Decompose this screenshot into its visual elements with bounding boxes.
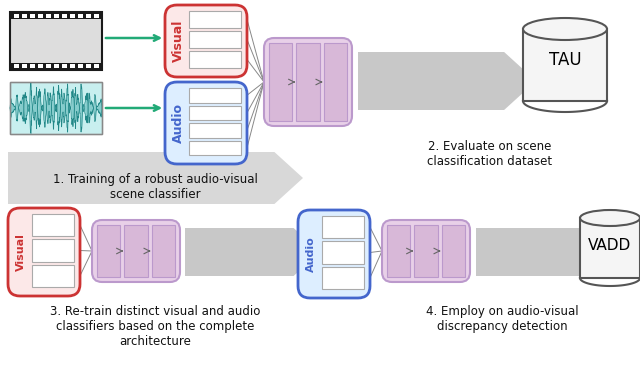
Bar: [77, 64, 83, 68]
Bar: [296, 43, 319, 121]
Bar: [54, 14, 58, 18]
Text: TAU: TAU: [548, 51, 581, 69]
FancyBboxPatch shape: [92, 220, 180, 282]
Bar: [324, 43, 347, 121]
Bar: [189, 88, 241, 103]
Bar: [29, 64, 35, 68]
Bar: [32, 239, 74, 262]
Bar: [93, 64, 99, 68]
FancyBboxPatch shape: [264, 38, 352, 126]
Bar: [22, 64, 26, 68]
Polygon shape: [476, 228, 624, 276]
Bar: [45, 14, 51, 18]
Bar: [523, 29, 607, 101]
Polygon shape: [185, 228, 320, 276]
Bar: [10, 12, 102, 70]
Bar: [189, 106, 241, 120]
Bar: [152, 225, 175, 277]
Bar: [189, 31, 241, 48]
Text: Visual: Visual: [16, 233, 26, 271]
Bar: [38, 64, 42, 68]
Text: 1. Training of a robust audio-visual
scene classifier: 1. Training of a robust audio-visual sce…: [52, 173, 257, 201]
Bar: [93, 14, 99, 18]
Bar: [70, 64, 74, 68]
Bar: [322, 216, 364, 238]
Bar: [29, 14, 35, 18]
Text: 4. Employ on audio-visual
discrepancy detection: 4. Employ on audio-visual discrepancy de…: [426, 305, 579, 333]
FancyBboxPatch shape: [165, 5, 247, 77]
Bar: [45, 64, 51, 68]
Bar: [442, 225, 465, 277]
Bar: [70, 14, 74, 18]
Bar: [269, 43, 292, 121]
Bar: [32, 264, 74, 287]
Bar: [387, 225, 410, 277]
Polygon shape: [358, 52, 536, 110]
Bar: [13, 64, 19, 68]
Bar: [124, 225, 148, 277]
Bar: [86, 14, 90, 18]
FancyBboxPatch shape: [382, 220, 470, 282]
Bar: [10, 82, 102, 134]
Text: Audio: Audio: [306, 236, 316, 272]
Text: 3. Re-train distinct visual and audio
classifiers based on the complete
architec: 3. Re-train distinct visual and audio cl…: [50, 305, 260, 348]
Bar: [580, 218, 640, 278]
Text: Audio: Audio: [172, 103, 184, 143]
FancyBboxPatch shape: [298, 210, 370, 298]
Bar: [54, 64, 58, 68]
Polygon shape: [8, 152, 303, 204]
Bar: [97, 225, 120, 277]
Ellipse shape: [580, 210, 640, 226]
Bar: [189, 141, 241, 155]
Bar: [22, 14, 26, 18]
Bar: [322, 267, 364, 289]
Bar: [10, 82, 102, 134]
Bar: [38, 14, 42, 18]
Bar: [10, 19, 102, 63]
Bar: [322, 241, 364, 264]
Bar: [414, 225, 438, 277]
FancyBboxPatch shape: [165, 82, 247, 164]
Bar: [189, 123, 241, 138]
Bar: [77, 14, 83, 18]
FancyBboxPatch shape: [8, 208, 80, 296]
Text: 2. Evaluate on scene
classification dataset: 2. Evaluate on scene classification data…: [428, 140, 552, 168]
Bar: [10, 12, 102, 70]
Bar: [189, 51, 241, 68]
Ellipse shape: [523, 18, 607, 40]
Bar: [61, 64, 67, 68]
Bar: [86, 64, 90, 68]
Bar: [61, 14, 67, 18]
Text: VADD: VADD: [588, 239, 632, 253]
Text: Visual: Visual: [172, 20, 184, 62]
Bar: [32, 214, 74, 236]
Bar: [13, 14, 19, 18]
Bar: [189, 11, 241, 28]
